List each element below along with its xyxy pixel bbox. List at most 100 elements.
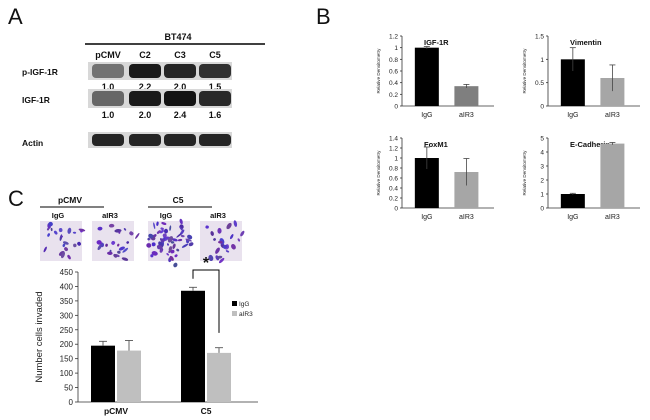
cell-mark bbox=[53, 230, 58, 235]
x-tick-label: IgG bbox=[567, 112, 578, 119]
x-tick-label: aIR3 bbox=[459, 112, 474, 119]
x-tick-label: IgG bbox=[567, 214, 578, 221]
cell-mark bbox=[148, 233, 154, 239]
chart-title: FoxM1 bbox=[424, 140, 448, 149]
image-group-title-c5: C5 bbox=[173, 195, 184, 205]
bar-pcmv-air3 bbox=[117, 350, 141, 402]
y-tick-label: 400 bbox=[60, 282, 74, 291]
cell-mark bbox=[118, 246, 125, 251]
y-tick-label: 1 bbox=[394, 45, 398, 52]
y-axis-label: Relative Densitometry bbox=[376, 48, 381, 94]
cell-mark bbox=[46, 228, 50, 231]
panel-a-western-blot: BT474 pCMV C2 C3 C5 p-IGF-1R 1.0 2.2 2.0 1.5 IGF… bbox=[22, 32, 265, 148]
band-p-igf-1r-pcmv bbox=[92, 64, 124, 78]
cell-mark bbox=[231, 243, 236, 250]
cell-mark bbox=[67, 254, 71, 260]
y-tick-label: 0.6 bbox=[389, 69, 398, 76]
cell-mark bbox=[176, 233, 182, 238]
y-tick-label: 4 bbox=[540, 150, 544, 157]
bar-igg bbox=[414, 47, 439, 106]
bar-c5-igg bbox=[181, 290, 205, 402]
y-tick-label: 350 bbox=[60, 297, 74, 306]
y-tick-label: 5 bbox=[540, 136, 544, 143]
cell-mark bbox=[64, 247, 68, 252]
cell-mark bbox=[185, 238, 192, 242]
cell-mark bbox=[166, 253, 170, 256]
cell-mark bbox=[122, 247, 129, 253]
cell-mark bbox=[187, 234, 193, 240]
y-tick-label: 200 bbox=[60, 340, 74, 349]
cell-mark bbox=[123, 228, 127, 231]
y-tick-label: 0.6 bbox=[389, 176, 398, 183]
cell-mark bbox=[50, 227, 53, 232]
band-p-igf-1r-c5 bbox=[199, 64, 231, 78]
y-tick-label: 2 bbox=[540, 178, 544, 185]
lane-label-c3: C3 bbox=[174, 50, 186, 60]
significance-bracket bbox=[192, 269, 220, 333]
y-tick-label: 0 bbox=[394, 104, 398, 111]
cell-mark bbox=[129, 231, 134, 236]
band-p-igf-1r-c2 bbox=[129, 64, 161, 78]
legend-label-air3: aIR3 bbox=[239, 311, 253, 318]
bar-air3 bbox=[600, 143, 625, 208]
x-tick-label: aIR3 bbox=[459, 214, 474, 221]
densitometry-chart-vimentin: 0 0.5 1 1.5 Relative Densitometry Vimentin IgG… bbox=[522, 34, 640, 119]
image-label-igg: IgG bbox=[160, 211, 173, 220]
cell-mark bbox=[240, 230, 245, 237]
lane-label-pcmv: pCMV bbox=[95, 50, 121, 60]
cell-mark bbox=[97, 226, 103, 231]
cell-mark bbox=[153, 222, 156, 230]
cell-mark bbox=[225, 250, 230, 253]
densitometry-chart-foxm1: 0 0.2 0.4 0.6 0.8 1 1.2 1.4 Relative Densitometr… bbox=[376, 136, 494, 221]
significance-marker: * bbox=[203, 255, 210, 272]
y-axis-label: Number cells invaded bbox=[34, 291, 45, 382]
band-actin-c3 bbox=[164, 134, 196, 146]
y-tick-label: 0.2 bbox=[389, 92, 398, 99]
bar-igg bbox=[560, 194, 585, 208]
cell-mark bbox=[60, 251, 65, 259]
image-label-air3: aIR3 bbox=[210, 211, 226, 220]
cell-mark bbox=[160, 227, 164, 230]
cell-mark bbox=[113, 253, 118, 258]
cell-mark bbox=[218, 257, 225, 264]
cell-mark bbox=[108, 223, 115, 228]
cell-mark bbox=[172, 243, 176, 250]
cell-mark bbox=[163, 228, 168, 234]
cell-mark bbox=[126, 241, 130, 244]
legend-swatch-igg bbox=[232, 301, 237, 306]
cell-mark bbox=[168, 246, 173, 252]
y-tick-label: 50 bbox=[64, 384, 73, 393]
cell-mark bbox=[96, 240, 102, 245]
y-tick-label: 1.5 bbox=[535, 34, 544, 41]
cell-mark bbox=[169, 225, 172, 231]
y-tick-label: 100 bbox=[60, 369, 74, 378]
cell-mark bbox=[156, 230, 161, 234]
cell-mark bbox=[47, 233, 50, 237]
cell-mark bbox=[213, 238, 216, 241]
chart-title: Vimentin bbox=[570, 38, 602, 47]
bar-air3 bbox=[454, 86, 479, 106]
cell-mark bbox=[170, 241, 175, 244]
band-value-igf-1r-c2: 2.0 bbox=[139, 110, 152, 120]
cell-mark bbox=[177, 238, 183, 242]
cell-mark bbox=[67, 227, 72, 234]
y-axis-label: Relative Densitometry bbox=[522, 150, 527, 196]
y-tick-label: 0 bbox=[540, 104, 544, 111]
band-igf-1r-c5 bbox=[199, 91, 231, 106]
cell-mark bbox=[118, 230, 121, 234]
y-tick-label: 1 bbox=[540, 192, 544, 199]
cell-mark bbox=[226, 222, 232, 230]
cell-mark bbox=[167, 243, 169, 246]
y-tick-label: 0 bbox=[69, 398, 74, 407]
panel-c-letter: C bbox=[8, 186, 24, 211]
cell-mark bbox=[161, 222, 167, 225]
cell-mark bbox=[171, 238, 178, 242]
cell-mark bbox=[147, 237, 151, 241]
cell-mark bbox=[181, 243, 189, 248]
y-tick-label: 0.5 bbox=[535, 80, 544, 87]
y-tick-label: 0.8 bbox=[389, 57, 398, 64]
cell-mark bbox=[179, 218, 183, 225]
band-value-igf-1r-pcmv: 1.0 bbox=[102, 110, 115, 120]
legend-swatch-air3 bbox=[232, 311, 237, 316]
